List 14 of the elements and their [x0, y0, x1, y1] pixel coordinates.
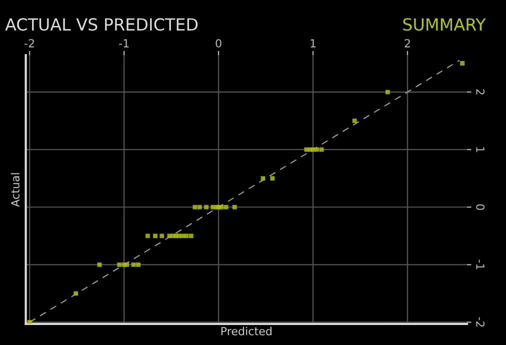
x-tick-label: 1: [310, 39, 316, 48]
y-tick-label: 2: [476, 89, 485, 94]
text: SUMMARY: [403, 18, 486, 31]
x-tick-label: 2: [404, 39, 410, 48]
y-tick-label: -2: [476, 317, 485, 327]
y-tick-label: 0: [476, 204, 485, 210]
y-axis-title: Actual: [10, 173, 20, 207]
x-tick-label: 0: [216, 39, 222, 48]
y-tick-label: 1: [476, 147, 484, 152]
x-axis-title: Predicted: [221, 326, 272, 336]
chart-title: ACTUAL VS PREDICTED: [5, 18, 198, 31]
x-tick-label: -2: [24, 39, 34, 48]
x-tick-label: -1: [119, 39, 129, 48]
y-tick-label: -1: [476, 260, 484, 270]
